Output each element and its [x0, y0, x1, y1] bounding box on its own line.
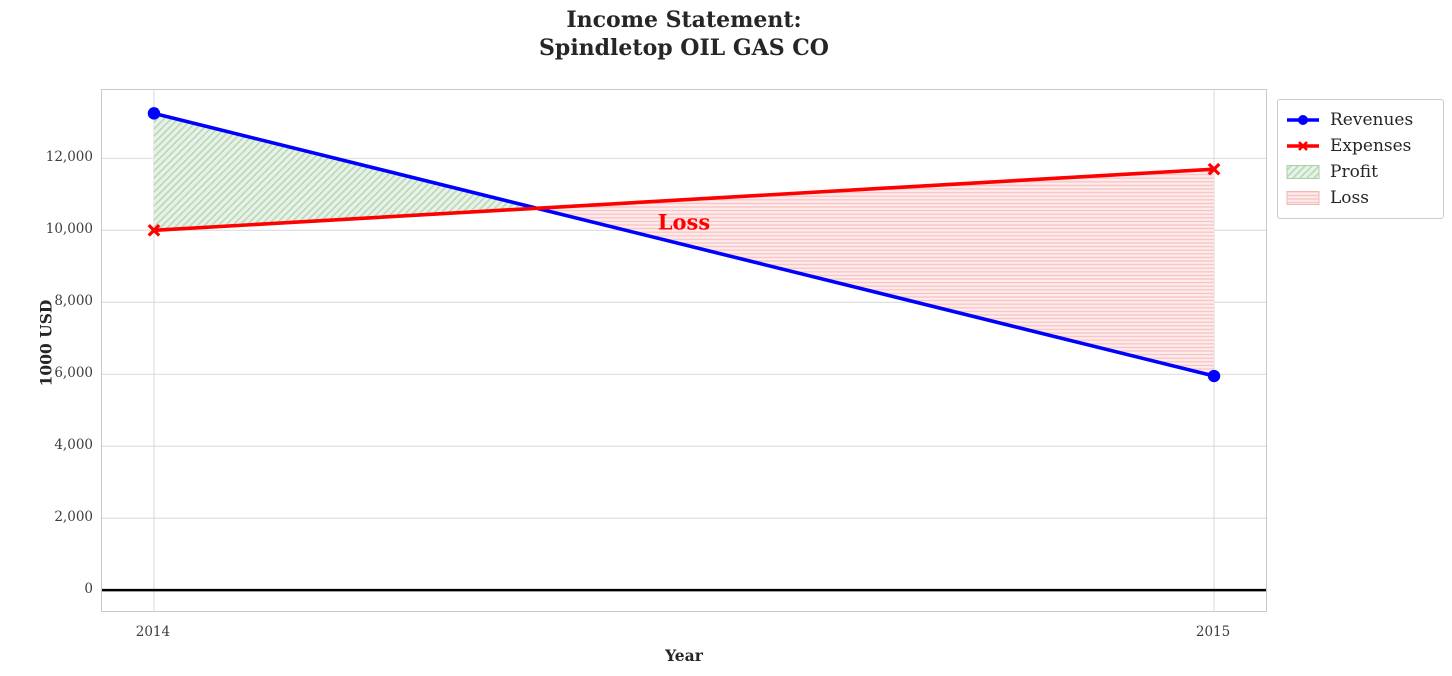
chart-title-line1: Income Statement:	[566, 7, 802, 33]
loss-annotation: Loss	[658, 210, 710, 235]
loss-patch-icon	[1286, 191, 1320, 205]
profit-area	[153, 113, 537, 231]
y-tick-label: 0	[84, 581, 93, 598]
chart-canvas: Loss	[102, 90, 1266, 611]
legend-item-revenues: Revenues	[1286, 107, 1433, 133]
revenues-line-icon	[1287, 115, 1319, 125]
chart-title: Income Statement: Spindletop OIL GAS CO	[101, 6, 1267, 62]
y-tick-label: 6,000	[54, 365, 93, 382]
x-axis-label: Year	[665, 646, 703, 665]
legend-label-expenses: Expenses	[1330, 135, 1412, 156]
y-tick-label: 10,000	[45, 221, 93, 238]
x-tick-label: 2015	[1195, 624, 1231, 640]
expenses-point-marker	[147, 223, 161, 237]
x-tick-label: 2014	[135, 624, 171, 640]
y-tick-label: 8,000	[54, 293, 93, 310]
y-tick-label: 12,000	[45, 149, 93, 166]
plot-area: Loss	[101, 89, 1267, 612]
x-axis-ticks: 2014 2015	[0, 624, 1452, 644]
legend-label-revenues: Revenues	[1330, 109, 1414, 130]
legend-item-expenses: Expenses	[1286, 133, 1433, 159]
legend-label-loss: Loss	[1330, 187, 1369, 208]
y-axis-ticks: 0 2,000 4,000 6,000 8,000 10,000 12,000	[0, 0, 93, 676]
revenues-point-marker	[1207, 369, 1221, 383]
revenues-point-marker	[147, 107, 161, 120]
y-tick-label: 2,000	[54, 509, 93, 526]
legend-item-loss: Loss	[1286, 185, 1433, 211]
series-line-expenses	[153, 167, 1215, 233]
legend: Revenues Expenses Profit Loss	[1277, 99, 1444, 219]
legend-item-profit: Profit	[1286, 159, 1433, 185]
profit-patch-icon	[1286, 165, 1320, 179]
loss-area	[536, 169, 1215, 377]
expenses-line-icon	[1287, 141, 1319, 151]
chart-title-line2: Spindletop OIL GAS CO	[539, 35, 829, 61]
legend-label-profit: Profit	[1330, 161, 1378, 182]
y-tick-label: 4,000	[54, 437, 93, 454]
expenses-point-marker	[1207, 162, 1221, 176]
series-line-revenues	[153, 111, 1215, 378]
